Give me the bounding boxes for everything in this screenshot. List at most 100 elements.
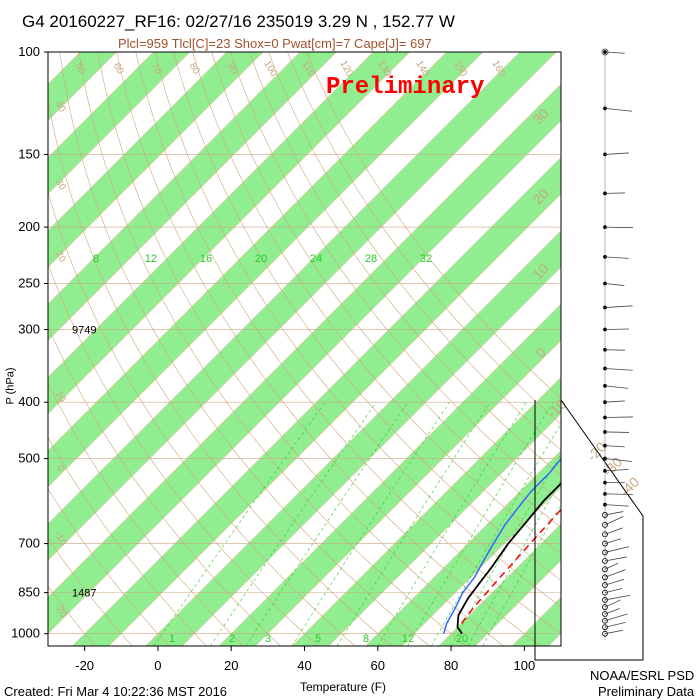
isotherm-label-right: -30 <box>600 454 626 480</box>
dry-adiabat <box>78 52 467 646</box>
isotherm-line <box>291 376 561 646</box>
x-tick-label: 80 <box>444 658 458 673</box>
y-tick-label: 250 <box>18 275 40 290</box>
wind-level-marker <box>602 558 608 564</box>
wind-level-marker <box>602 512 608 518</box>
dry-adiabat <box>192 52 561 555</box>
wind-level-marker <box>602 574 608 581</box>
wind-level-marker <box>602 624 608 631</box>
dry-adiabat <box>173 52 561 581</box>
x-axis-label: Temperature (F) <box>300 680 387 694</box>
isotherm-line <box>255 340 561 646</box>
mixing-ratio-label: 8 <box>363 633 369 645</box>
isotherm-line <box>0 52 43 646</box>
isotherm-band <box>48 52 410 414</box>
x-tick-label: 100 <box>514 658 536 673</box>
dry-adiabat <box>48 263 319 646</box>
y-tick-label: 400 <box>18 394 40 409</box>
wind-profile-panel <box>534 48 644 661</box>
isotherm-band <box>0 52 43 646</box>
dry-adiabat <box>306 52 561 399</box>
isotherm-band <box>659 52 700 646</box>
wind-panel-outline <box>534 399 644 661</box>
mixing-ratio-line <box>153 402 326 646</box>
isotherm-label-left: 40 <box>53 99 68 115</box>
isotherm-label-top: 50 <box>73 61 88 77</box>
wind-barb <box>604 621 626 628</box>
isotherm-line <box>328 413 561 646</box>
y-tick-label: 1000 <box>11 626 40 641</box>
isotherm-line <box>659 52 700 646</box>
isotherm-line <box>401 486 561 646</box>
y-tick-label: 300 <box>18 322 40 337</box>
isotherm-line <box>365 450 561 646</box>
wind-level-marker <box>602 617 608 624</box>
mixing-ratio-line <box>336 402 491 646</box>
wind-level-marker <box>602 566 608 573</box>
dry-adiabat <box>97 52 504 646</box>
dry-adiabat <box>48 98 393 646</box>
credit-preliminary: Preliminary Data <box>598 684 695 699</box>
x-tick-label: 20 <box>224 658 238 673</box>
wind-barb <box>604 608 620 615</box>
mixing-ratio-lines <box>153 402 561 646</box>
dry-adiabat <box>135 52 561 635</box>
isotherm-label-top: 90 <box>225 61 240 77</box>
dry-adiabat <box>211 52 561 529</box>
preliminary-watermark: Preliminary <box>326 74 485 101</box>
wind-level-marker <box>602 531 608 538</box>
wind-level-marker <box>602 582 608 588</box>
isotherm-line <box>182 266 561 646</box>
wind-barb <box>604 305 633 308</box>
isotherm-line <box>48 52 557 561</box>
wind-barb <box>604 256 629 259</box>
isotherm-line <box>48 52 374 378</box>
wind-barb <box>604 562 619 570</box>
isotherm-line <box>48 52 191 195</box>
wind-barb <box>604 493 633 495</box>
wind-barb <box>604 569 626 578</box>
isotherm-label-left: 0 <box>54 464 67 475</box>
isotherm-line <box>48 120 561 635</box>
y-tick-label: 500 <box>18 451 40 466</box>
isotherm-label-left: 30 <box>53 177 68 193</box>
dry-adiabat <box>287 52 561 425</box>
mixing-ratio-line <box>467 479 561 646</box>
mixing-ratio-label: 20 <box>255 253 267 265</box>
dry-adiabat <box>48 537 133 646</box>
wind-barb <box>604 368 633 371</box>
wind-barb <box>604 283 625 286</box>
wind-level-marker <box>602 611 608 617</box>
sounding-indices: Plcl=959 Tlcl[C]=23 Shox=0 Pwat[cm]=7 Ca… <box>118 36 432 51</box>
y-tick-label: 850 <box>18 585 40 600</box>
mixing-ratio-label: 5 <box>315 633 321 645</box>
x-tick-label: 40 <box>297 658 311 673</box>
wind-barb <box>604 546 630 553</box>
wind-level-marker <box>602 540 608 547</box>
wind-level-marker <box>602 549 608 556</box>
isotherm-line <box>438 523 561 646</box>
dry-adiabat <box>116 52 541 646</box>
x-tick-label: 60 <box>371 658 385 673</box>
mixing-ratio-line <box>431 423 561 646</box>
wind-barb <box>604 51 625 54</box>
y-axis-label: P (hPa) <box>4 367 17 405</box>
dry-adiabat <box>154 52 561 608</box>
isotherm-lines <box>0 52 700 646</box>
mixing-ratio-line <box>377 402 527 646</box>
x-axis: -20 0 20 40 60 80 100 <box>75 646 535 673</box>
wind-barb <box>604 400 625 403</box>
wind-barb <box>604 538 622 544</box>
mixing-ratio-line <box>407 402 554 646</box>
mixing-ratio-label: 16 <box>200 253 212 265</box>
mixing-ratio-line <box>291 402 450 646</box>
mixing-ratio-label: 32 <box>420 253 432 265</box>
height-annotation: 9749 <box>72 325 96 337</box>
isotherm-line <box>48 52 301 305</box>
isotherm-line <box>48 83 561 598</box>
mixing-ratio-label: 12 <box>402 633 414 645</box>
dry-adiabat <box>48 488 170 646</box>
wind-barb <box>604 328 629 330</box>
dry-adiabat <box>59 52 430 646</box>
